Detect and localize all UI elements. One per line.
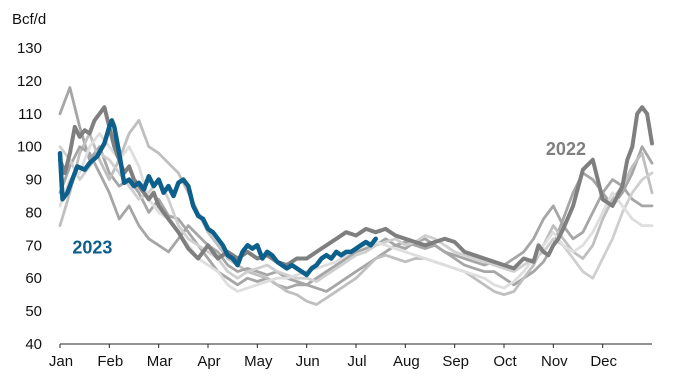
y-tick-label: 130 xyxy=(17,40,42,57)
y-tick-label: 120 xyxy=(17,73,42,90)
y-tick-label: 60 xyxy=(25,270,42,287)
y-tick-label: 50 xyxy=(25,303,42,320)
x-tick-label: Dec xyxy=(590,353,617,370)
x-axis-ticks: Jan Feb Mar Apr May Jun Jul Aug Sep Oct Nov Dec xyxy=(49,344,617,370)
x-tick-label: Jul xyxy=(347,353,366,370)
y-tick-label: 90 xyxy=(25,172,42,189)
x-tick-label: Jun xyxy=(296,353,320,370)
series-line-history xyxy=(58,145,654,287)
series-line-history xyxy=(58,119,654,306)
series-lines xyxy=(57,86,654,306)
y-tick-label: 100 xyxy=(17,139,42,156)
series-line-history xyxy=(58,86,654,293)
x-tick-label: Mar xyxy=(147,353,173,370)
series-label-2022: 2022 xyxy=(546,139,586,159)
series-line-history xyxy=(58,145,654,283)
x-tick-label: Oct xyxy=(493,353,517,370)
y-tick-label: 70 xyxy=(25,237,42,254)
x-tick-label: Nov xyxy=(541,353,568,370)
series-label-2023: 2023 xyxy=(72,238,112,258)
x-tick-label: Sep xyxy=(442,353,469,370)
x-tick-label: May xyxy=(244,353,273,370)
y-axis-unit-label: Bcf/d xyxy=(12,11,46,28)
y-tick-label: 110 xyxy=(18,106,42,123)
series-line-2023 xyxy=(57,118,378,278)
x-tick-label: Aug xyxy=(393,353,420,370)
x-tick-label: Feb xyxy=(97,353,123,370)
y-axis-ticks: 40 50 60 70 80 90 100 110 120 130 xyxy=(17,40,42,353)
y-tick-label: 80 xyxy=(25,204,42,221)
x-tick-label: Jan xyxy=(49,353,73,370)
x-tick-label: Apr xyxy=(197,353,220,370)
y-tick-label: 40 xyxy=(25,336,42,353)
